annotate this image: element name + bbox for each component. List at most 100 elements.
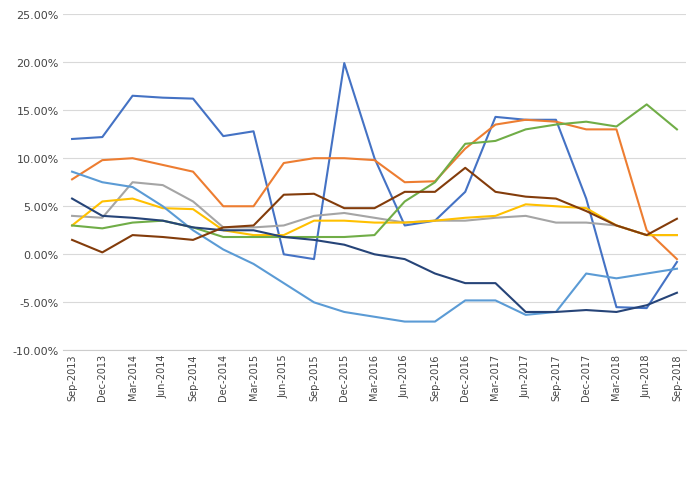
Melbourne: [400, 180, 409, 186]
Canberra: [430, 189, 439, 195]
Darwin: [128, 215, 136, 221]
Canberra: [370, 206, 379, 212]
Adelaide: [98, 199, 106, 205]
Sydney: [128, 94, 136, 100]
Brisbane: [582, 220, 590, 226]
Brisbane: [279, 223, 288, 229]
Melbourne: [340, 156, 349, 162]
Canberra: [249, 223, 258, 229]
Perth: [430, 319, 439, 325]
Melbourne: [673, 257, 681, 263]
Darwin: [643, 303, 651, 309]
Adelaide: [491, 213, 500, 219]
Darwin: [582, 308, 590, 314]
Sydney: [310, 257, 319, 263]
Brisbane: [128, 180, 136, 186]
Perth: [582, 271, 590, 277]
Melbourne: [249, 204, 258, 210]
Adelaide: [189, 207, 197, 213]
Sydney: [491, 115, 500, 121]
Line: Adelaide: Adelaide: [72, 199, 677, 235]
Melbourne: [68, 177, 76, 183]
Melbourne: [159, 163, 167, 169]
Darwin: [461, 281, 470, 287]
Canberra: [461, 165, 470, 171]
Melbourne: [219, 204, 228, 210]
Hobart: [98, 226, 106, 232]
Brisbane: [552, 220, 560, 226]
Melbourne: [582, 127, 590, 133]
Darwin: [612, 309, 621, 315]
Sydney: [552, 118, 560, 124]
Adelaide: [310, 218, 319, 224]
Brisbane: [430, 218, 439, 224]
Perth: [98, 180, 106, 186]
Darwin: [68, 196, 76, 202]
Melbourne: [98, 158, 106, 164]
Line: Darwin: Darwin: [72, 199, 677, 312]
Hobart: [582, 119, 590, 125]
Darwin: [279, 234, 288, 240]
Legend: Sydney, Melbourne, Brisbane, Adelaide, Perth, Hobart, Darwin, Canberra: Sydney, Melbourne, Brisbane, Adelaide, P…: [87, 497, 662, 501]
Perth: [491, 298, 500, 304]
Brisbane: [159, 183, 167, 189]
Darwin: [310, 237, 319, 243]
Perth: [643, 271, 651, 277]
Line: Sydney: Sydney: [72, 64, 677, 309]
Brisbane: [400, 220, 409, 226]
Canberra: [68, 237, 76, 243]
Perth: [400, 319, 409, 325]
Perth: [522, 312, 530, 318]
Adelaide: [552, 204, 560, 210]
Melbourne: [612, 127, 621, 133]
Brisbane: [491, 215, 500, 221]
Line: Perth: Perth: [72, 172, 677, 322]
Darwin: [340, 242, 349, 248]
Canberra: [279, 192, 288, 198]
Line: Canberra: Canberra: [72, 168, 677, 253]
Adelaide: [643, 232, 651, 238]
Adelaide: [128, 196, 136, 202]
Darwin: [98, 213, 106, 219]
Perth: [461, 298, 470, 304]
Adelaide: [340, 218, 349, 224]
Sydney: [159, 96, 167, 102]
Darwin: [491, 281, 500, 287]
Sydney: [522, 118, 530, 124]
Melbourne: [128, 156, 136, 162]
Darwin: [673, 290, 681, 296]
Hobart: [159, 218, 167, 224]
Hobart: [552, 122, 560, 128]
Hobart: [430, 180, 439, 186]
Hobart: [249, 234, 258, 240]
Canberra: [310, 191, 319, 197]
Adelaide: [249, 232, 258, 238]
Hobart: [128, 220, 136, 226]
Adelaide: [279, 232, 288, 238]
Darwin: [552, 309, 560, 315]
Canberra: [400, 189, 409, 195]
Brisbane: [310, 213, 319, 219]
Brisbane: [612, 223, 621, 229]
Perth: [128, 185, 136, 191]
Sydney: [673, 260, 681, 266]
Canberra: [98, 250, 106, 256]
Canberra: [159, 234, 167, 240]
Brisbane: [643, 232, 651, 238]
Melbourne: [370, 158, 379, 164]
Brisbane: [340, 210, 349, 216]
Brisbane: [189, 199, 197, 205]
Hobart: [219, 234, 228, 240]
Canberra: [491, 189, 500, 195]
Perth: [370, 314, 379, 320]
Hobart: [189, 225, 197, 231]
Perth: [310, 300, 319, 306]
Sydney: [461, 189, 470, 195]
Sydney: [68, 137, 76, 143]
Hobart: [491, 139, 500, 145]
Adelaide: [219, 228, 228, 234]
Sydney: [249, 129, 258, 135]
Canberra: [582, 208, 590, 214]
Melbourne: [552, 119, 560, 125]
Hobart: [673, 127, 681, 133]
